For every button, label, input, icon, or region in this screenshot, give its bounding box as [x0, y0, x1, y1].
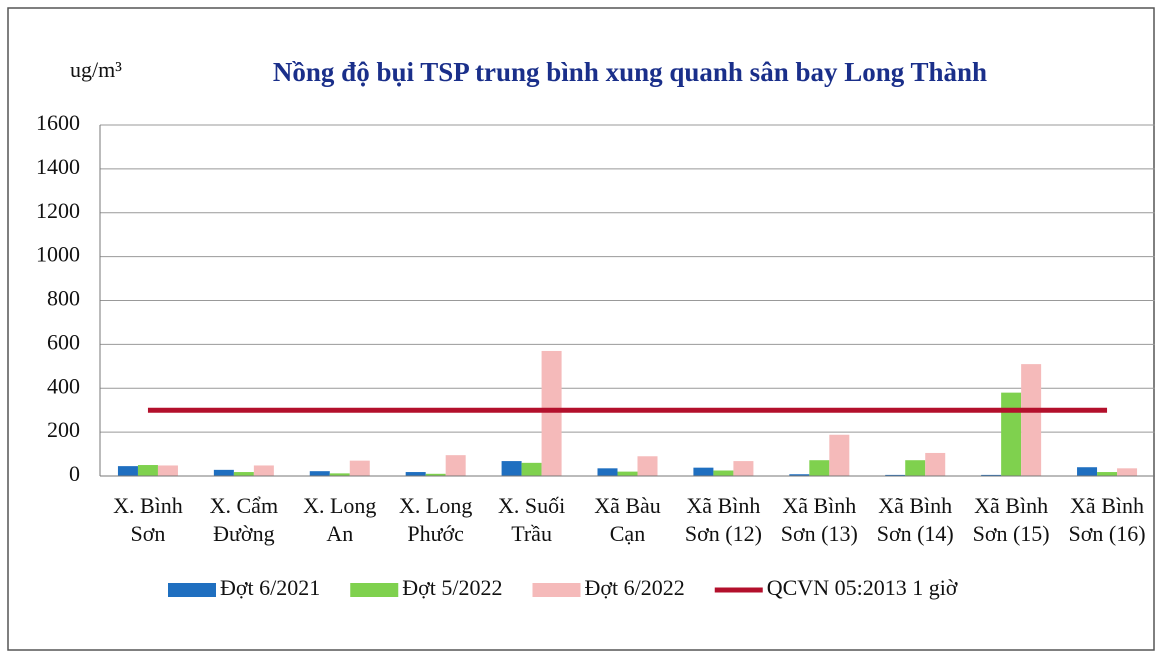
- bar: [541, 350, 562, 476]
- bar: [137, 465, 158, 476]
- bar: [501, 461, 522, 476]
- y-tick-label: 600: [47, 329, 80, 354]
- bar: [309, 471, 330, 476]
- bar: [789, 474, 810, 476]
- bar: [1077, 467, 1098, 476]
- bar: [713, 470, 734, 476]
- bar: [885, 474, 906, 476]
- bar: [1097, 472, 1118, 476]
- x-tick-label: Xã Bình Sơn (16): [1068, 493, 1146, 546]
- bar: [733, 461, 754, 476]
- y-tick-label: 1200: [36, 198, 80, 223]
- bar: [637, 456, 658, 476]
- bar: [405, 472, 426, 476]
- bar: [425, 473, 446, 476]
- legend-label: Đợt 6/2021: [220, 575, 320, 600]
- bar: [693, 467, 714, 476]
- legend-swatch: [350, 583, 399, 597]
- bar: [157, 465, 178, 476]
- bar: [445, 455, 466, 476]
- bar: [809, 460, 830, 476]
- chart-border: [7, 7, 1155, 651]
- bar: [597, 468, 618, 476]
- bar: [981, 474, 1002, 476]
- x-tick-label: Xã Bàu Cạn: [594, 493, 661, 546]
- bar: [905, 460, 926, 476]
- bar: [617, 471, 638, 476]
- x-tick-label: Xã Bình Sơn (12): [684, 493, 762, 546]
- bar: [1021, 364, 1042, 476]
- bar: [925, 452, 946, 476]
- chart-title: Nồng độ bụi TSP trung bình xung quanh sâ…: [273, 57, 987, 87]
- legend-label: Đợt 6/2022: [585, 575, 685, 600]
- bar: [233, 472, 254, 476]
- y-axis-label: ug/m³: [70, 57, 122, 82]
- x-tick-label: X. Cẩm Đường: [209, 493, 279, 546]
- bar: [253, 465, 274, 476]
- legend-swatch: [168, 583, 216, 597]
- y-tick-label: 0: [69, 461, 80, 486]
- y-tick-label: 400: [47, 373, 80, 398]
- bar: [329, 473, 350, 476]
- x-tick-label: X. Suối Trầu: [497, 493, 566, 546]
- x-tick-label: X. Bình Sơn: [113, 493, 183, 546]
- x-tick-label: X. Long An: [303, 493, 377, 546]
- x-tick-label: X. Long Phước: [399, 493, 473, 546]
- y-tick-label: 200: [47, 417, 80, 442]
- x-tick-label: Xã Bình Sơn (15): [972, 493, 1050, 546]
- bar: [349, 460, 370, 476]
- bar: [521, 462, 542, 476]
- legend-swatch: [532, 583, 581, 597]
- bar: [213, 469, 234, 476]
- x-tick-label: Xã Bình Sơn (13): [780, 493, 858, 546]
- bar: [1117, 468, 1138, 476]
- y-tick-label: 800: [47, 286, 80, 311]
- bar: [117, 466, 138, 476]
- y-tick-label: 1600: [36, 110, 80, 135]
- legend-label: QCVN 05:2013 1 giờ: [767, 575, 958, 600]
- bar: [1001, 392, 1022, 476]
- y-tick-label: 1400: [36, 154, 80, 179]
- x-tick-label: Xã Bình Sơn (14): [876, 493, 954, 546]
- bar: [829, 434, 850, 476]
- y-tick-label: 1000: [36, 242, 80, 267]
- legend-label: Đợt 5/2022: [402, 575, 502, 600]
